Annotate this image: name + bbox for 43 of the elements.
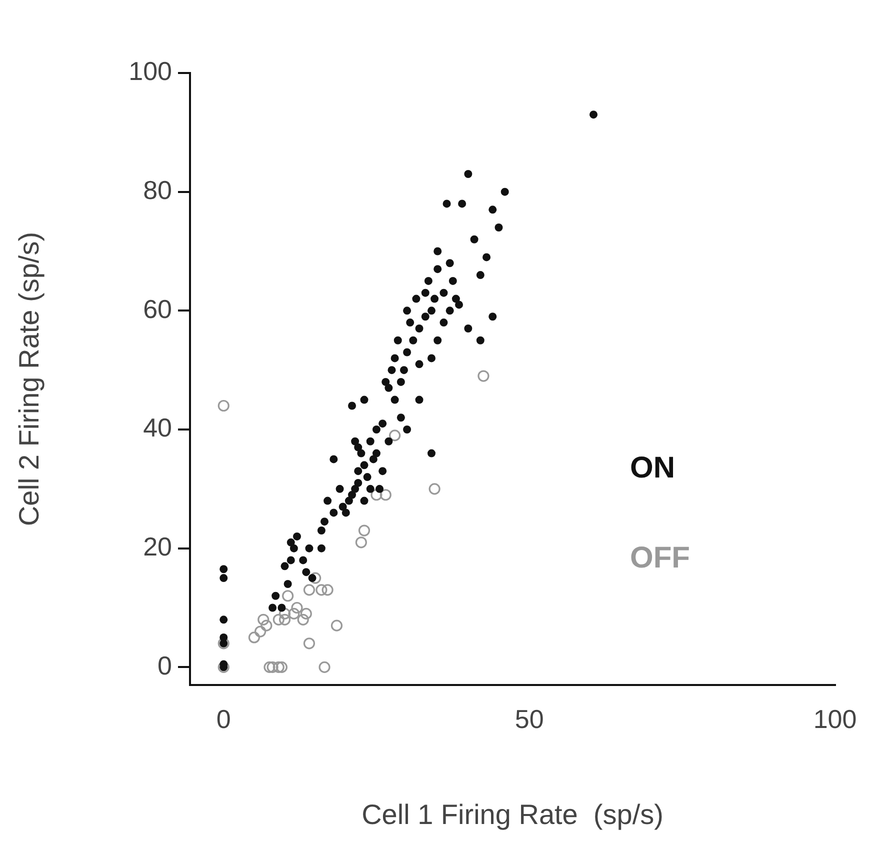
point (276, 661, 288, 673)
text: OFF (630, 541, 690, 574)
point (218, 400, 230, 412)
point (303, 638, 316, 650)
point (355, 536, 367, 548)
y-tick-label: 20 (143, 532, 172, 562)
point (370, 489, 382, 501)
point (478, 370, 490, 382)
point (272, 661, 284, 673)
y-tick-label: 60 (143, 294, 172, 324)
x-tick-label: 0 (216, 704, 231, 734)
point (330, 620, 343, 632)
point (258, 614, 270, 626)
point (380, 489, 392, 501)
point (278, 614, 291, 626)
point (266, 661, 278, 673)
point (318, 661, 330, 673)
x-tick-label: 50 (514, 704, 544, 734)
point (303, 584, 316, 596)
point (272, 614, 284, 626)
point (297, 614, 309, 626)
point (316, 584, 328, 596)
y-axis-title: Cell 2 Firing Rate (sp/s) (14, 232, 45, 526)
point (260, 620, 272, 632)
point (389, 430, 401, 442)
point (264, 661, 276, 673)
point (288, 608, 300, 620)
point (300, 608, 312, 620)
point (310, 572, 322, 584)
x-axis-title: Cell 1 Firing Rate (sp/s) (362, 798, 664, 830)
point (358, 524, 370, 536)
point (291, 602, 303, 614)
point (248, 632, 260, 644)
text: ON (630, 451, 675, 484)
y-tick-label: 0 (158, 650, 172, 680)
point (254, 626, 266, 638)
point (282, 590, 294, 602)
point (322, 584, 334, 596)
x-tick-label: 100 (813, 704, 857, 734)
y-tick-label: 100 (128, 56, 172, 86)
y-tick-label: 40 (143, 412, 172, 443)
point (428, 483, 440, 495)
y-tick-label: 80 (143, 175, 172, 206)
